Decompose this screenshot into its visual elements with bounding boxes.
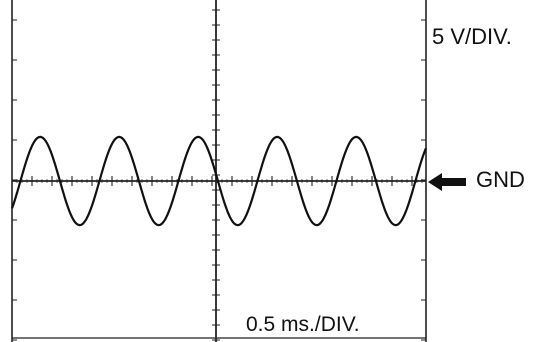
graticule	[11, 0, 427, 342]
voltage-scale-label: 5 V/DIV.	[432, 24, 512, 49]
waveform-trace	[10, 135, 428, 227]
ground-label: GND	[476, 167, 525, 192]
ground-arrow-icon	[428, 173, 466, 191]
time-scale-label: 0.5 ms./DIV.	[246, 313, 360, 336]
